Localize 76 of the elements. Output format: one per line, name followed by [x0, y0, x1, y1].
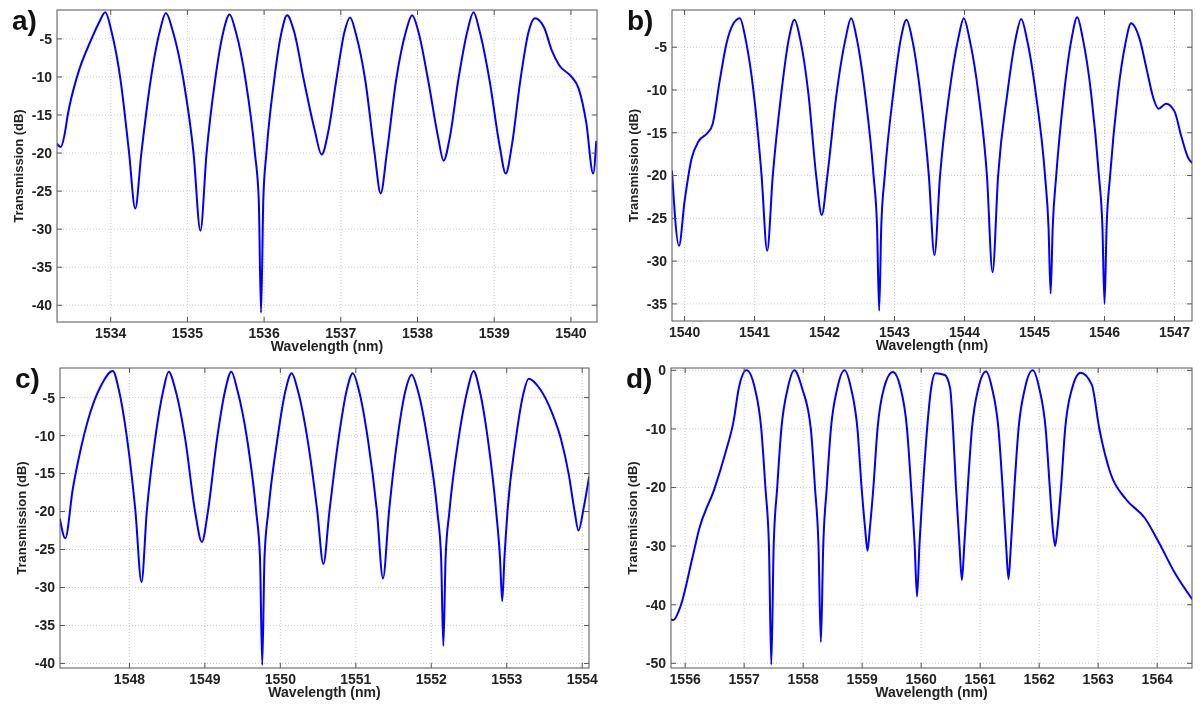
- y-tick-label: -35: [34, 617, 56, 634]
- y-tick-label: -10: [646, 81, 668, 98]
- y-tick-label: -35: [646, 295, 668, 312]
- x-tick-label: 1547: [1158, 324, 1191, 340]
- y-tick-label: -20: [645, 479, 667, 496]
- y-tick-label: -25: [646, 210, 668, 227]
- y-tick-label: -40: [31, 297, 53, 314]
- x-tick-label: 1553: [491, 671, 523, 687]
- y-tick-label: -10: [31, 68, 53, 85]
- y-tick-label: -20: [31, 144, 53, 161]
- x-axis-title: Wavelength (nm): [875, 684, 988, 700]
- x-tick-label: 1534: [95, 325, 127, 341]
- y-axis-title: Transmission (dB): [11, 109, 26, 223]
- y-tick-label: 0: [658, 362, 667, 379]
- y-tick-label: -30: [34, 579, 56, 596]
- x-tick-label: 1551: [340, 671, 372, 687]
- y-axis-title: Transmission (dB): [625, 461, 640, 575]
- x-tick-label: 1537: [325, 325, 357, 341]
- y-tick-label: -5: [654, 39, 668, 56]
- line-series: [57, 11, 597, 314]
- x-tick-label: 1549: [189, 671, 221, 687]
- x-tick-label: 1543: [878, 324, 911, 340]
- x-tick-label: 1540: [555, 325, 587, 341]
- y-axis-title: Transmission (dB): [14, 461, 29, 575]
- x-tick-label: 1564: [1141, 671, 1173, 687]
- chart-title: a): [12, 5, 37, 36]
- x-tick-label: 1554: [566, 671, 598, 687]
- x-axis-title: Wavelength (nm): [875, 337, 989, 353]
- y-tick-label: -10: [34, 427, 56, 444]
- x-tick-label: 1540: [669, 324, 701, 340]
- x-tick-label: 1563: [1082, 671, 1114, 687]
- y-tick-label: -30: [645, 538, 667, 555]
- x-tick-label: 1556: [669, 671, 701, 687]
- line-series: [60, 370, 589, 666]
- x-axis-title: Wavelength (nm): [268, 684, 381, 700]
- x-tick-label: 1548: [113, 671, 146, 687]
- y-tick-label: -20: [646, 167, 668, 184]
- chart-title: b): [627, 5, 654, 36]
- y-tick-label: -20: [34, 503, 56, 520]
- x-tick-label: 1541: [739, 324, 771, 340]
- x-tick-label: 1561: [964, 671, 996, 687]
- x-tick-label: 1539: [478, 325, 510, 341]
- y-tick-label: -25: [34, 541, 56, 558]
- y-tick-label: -15: [646, 124, 668, 141]
- x-tick-label: 1552: [415, 671, 448, 687]
- x-tick-label: 1538: [401, 325, 434, 341]
- x-tick-label: 1562: [1023, 671, 1055, 687]
- y-tick-label: -30: [646, 253, 668, 270]
- x-tick-label: 1557: [728, 671, 760, 687]
- y-tick-label: -40: [34, 655, 56, 672]
- x-tick-label: 1560: [905, 671, 937, 687]
- y-tick-label: -5: [39, 30, 53, 47]
- x-tick-label: 1544: [948, 324, 981, 340]
- x-tick-label: 1558: [787, 671, 819, 687]
- x-tick-label: 1550: [264, 671, 297, 687]
- x-tick-label: 1536: [248, 325, 280, 341]
- chart-title: d): [626, 363, 653, 394]
- chart-title: c): [15, 363, 40, 394]
- y-axis-title: Transmission (dB): [626, 108, 641, 223]
- y-tick-label: -25: [31, 183, 53, 200]
- y-tick-label: -5: [42, 389, 56, 406]
- x-tick-label: 1559: [846, 671, 878, 687]
- y-tick-label: -15: [31, 106, 53, 123]
- line-series: [672, 16, 1192, 312]
- x-tick-label: 1535: [171, 325, 204, 341]
- y-tick-label: -50: [645, 655, 667, 672]
- y-tick-label: -30: [31, 221, 53, 238]
- y-tick-label: -10: [645, 420, 667, 437]
- y-tick-label: -15: [34, 465, 56, 482]
- x-tick-label: 1546: [1088, 324, 1121, 340]
- y-tick-label: -35: [31, 259, 53, 276]
- y-tick-label: -40: [645, 596, 667, 613]
- x-axis-title: Wavelength (nm): [270, 338, 384, 354]
- x-tick-label: 1542: [808, 324, 841, 340]
- x-tick-label: 1545: [1018, 324, 1051, 340]
- line-series: [671, 369, 1192, 666]
